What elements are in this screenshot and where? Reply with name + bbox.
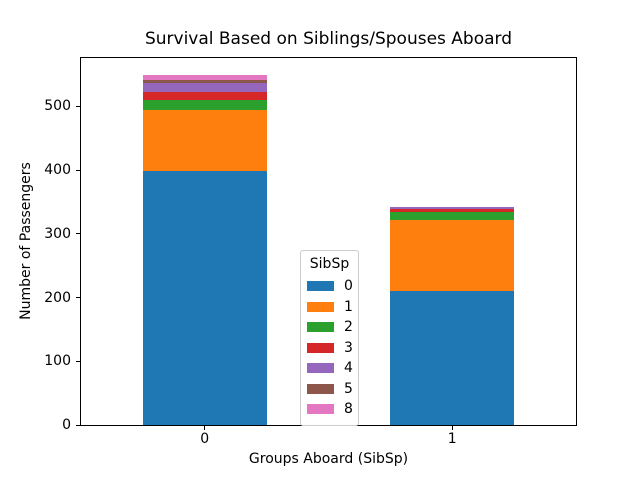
legend-title: SibSp xyxy=(309,256,350,272)
legend-swatch-icon xyxy=(307,342,334,353)
y-tick-mark xyxy=(76,360,80,362)
legend-swatch-icon xyxy=(307,322,334,333)
y-tick-mark xyxy=(76,105,80,107)
bar-segment-sibsp-4-group-0 xyxy=(142,82,267,93)
x-tick-label: 1 xyxy=(447,431,457,447)
legend-swatch-icon xyxy=(307,383,334,394)
legend-swatch-icon xyxy=(307,404,334,415)
y-tick-mark xyxy=(76,233,80,235)
bar-segment-sibsp-2-group-0 xyxy=(142,100,267,110)
legend-entry-0: 0 xyxy=(307,276,353,297)
legend-label: 8 xyxy=(344,401,353,418)
y-tick-label: 300 xyxy=(44,225,71,242)
bar-segment-sibsp-3-group-0 xyxy=(142,92,267,101)
y-tick-mark xyxy=(76,297,80,299)
y-tick-mark xyxy=(76,424,80,426)
y-tick-mark xyxy=(76,169,80,171)
chart-title: Survival Based on Siblings/Spouses Aboar… xyxy=(144,29,513,49)
legend-label: 5 xyxy=(344,380,353,397)
x-tick-label: 0 xyxy=(200,431,210,447)
x-tick-mark xyxy=(451,426,453,430)
legend: SibSp 0 1 2 3 4 5 8 xyxy=(300,250,359,426)
x-axis-label: Groups Aboard (SibSp) xyxy=(248,451,409,467)
bar-segment-sibsp-1-group-0 xyxy=(142,109,267,172)
legend-entry-1: 1 xyxy=(307,297,353,318)
legend-swatch-icon xyxy=(307,363,334,374)
bar-segment-sibsp-0-group-1 xyxy=(390,291,515,425)
bar-segment-sibsp-1-group-1 xyxy=(390,219,515,292)
legend-entries: 0 1 2 3 4 5 8 xyxy=(307,276,353,420)
legend-label: 0 xyxy=(344,278,353,295)
y-tick-label: 0 xyxy=(62,417,71,433)
bar-segment-sibsp-0-group-0 xyxy=(142,171,267,425)
legend-entry-2: 2 xyxy=(307,317,353,338)
legend-entry-3: 3 xyxy=(307,338,353,359)
x-tick-mark xyxy=(204,426,206,430)
bar-segment-sibsp-4-group-1 xyxy=(390,207,515,209)
legend-swatch-icon xyxy=(307,281,334,292)
legend-label: 2 xyxy=(344,319,353,336)
legend-label: 3 xyxy=(344,339,353,356)
legend-label: 1 xyxy=(344,298,353,315)
bar-segment-sibsp-2-group-1 xyxy=(390,211,515,220)
legend-entry-8: 8 xyxy=(307,399,353,420)
y-tick-label: 500 xyxy=(44,98,71,115)
legend-entry-4: 4 xyxy=(307,358,353,379)
legend-label: 4 xyxy=(344,360,353,377)
y-tick-label: 100 xyxy=(44,353,71,370)
y-tick-label: 400 xyxy=(44,162,71,179)
y-tick-label: 200 xyxy=(44,289,71,306)
bar-segment-sibsp-3-group-1 xyxy=(390,209,515,212)
legend-entry-5: 5 xyxy=(307,379,353,400)
bar-segment-sibsp-8-group-0 xyxy=(142,75,267,80)
bar-segment-sibsp-5-group-0 xyxy=(142,79,267,83)
legend-swatch-icon xyxy=(307,301,334,312)
